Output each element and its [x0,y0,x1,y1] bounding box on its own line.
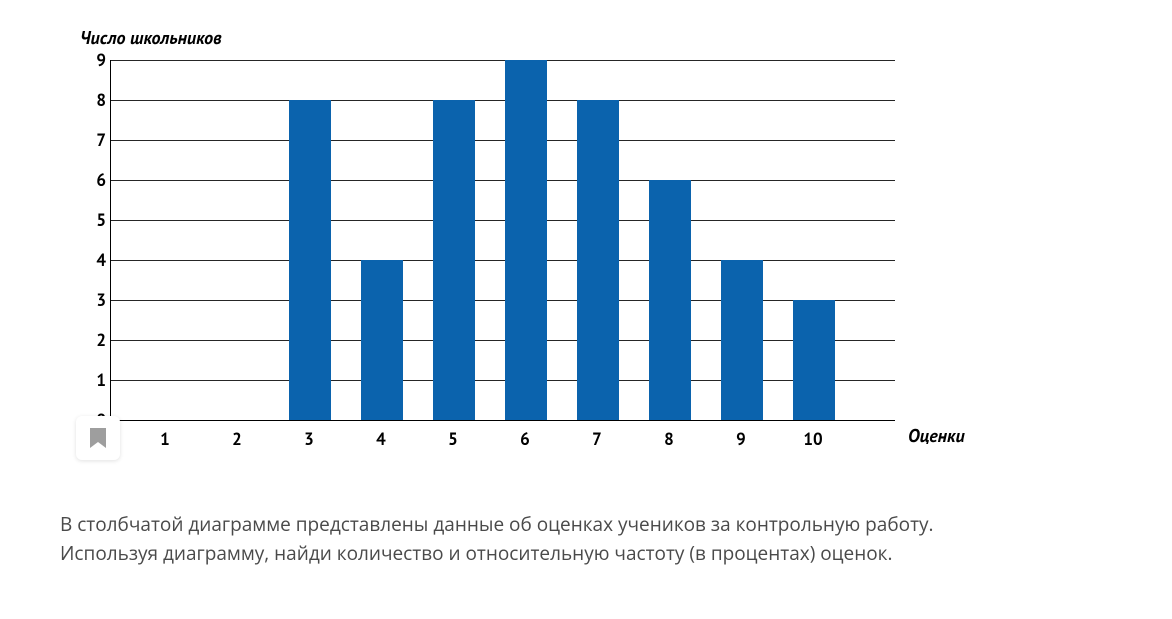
gridline [111,100,895,101]
gridline [111,140,895,141]
x-tick-label: 1 [160,428,170,450]
x-tick-label: 9 [736,428,746,450]
bar [793,300,835,420]
bar [649,180,691,420]
x-tick-label: 2 [232,428,242,450]
gridline [111,380,895,381]
x-tick-label: 8 [664,428,674,450]
gridline [111,220,895,221]
gridline [111,60,895,61]
x-tick-label: 10 [803,428,822,450]
page-wrap: Число школьников 0123456789 12345678910 … [0,0,1172,599]
bookmark-icon [90,428,106,448]
y-tick-label: 3 [84,289,106,311]
x-tick-label: 6 [520,428,530,450]
x-tick-label: 4 [376,428,386,450]
gridline [111,260,895,261]
caption-line: В столбчатой диаграмме представлены данн… [60,511,934,537]
y-tick-label: 8 [84,89,106,111]
y-tick-label: 9 [84,49,106,71]
x-axis-title: Оценки [908,424,965,447]
caption-text: В столбчатой диаграмме представлены данн… [60,510,1110,569]
x-tick-label: 3 [304,428,314,450]
plot-area [110,60,895,421]
y-tick-label: 1 [84,369,106,391]
bar [433,100,475,420]
bar [721,260,763,420]
x-tick-label: 5 [448,428,458,450]
y-axis-title: Число школьников [80,26,221,49]
bar [505,60,547,420]
y-tick-label: 6 [84,169,106,191]
bar [289,100,331,420]
caption-line: Используя диаграмму, найди количество и … [60,540,892,566]
bar [577,100,619,420]
gridline [111,300,895,301]
y-tick-label: 4 [84,249,106,271]
y-tick-label: 2 [84,329,106,351]
gridline [111,340,895,341]
gridline [111,180,895,181]
bar-chart: Число школьников 0123456789 12345678910 … [60,20,960,480]
x-tick-label: 7 [592,428,602,450]
y-tick-label: 5 [84,209,106,231]
bookmark-button[interactable] [76,416,120,460]
bar [361,260,403,420]
y-tick-label: 7 [84,129,106,151]
